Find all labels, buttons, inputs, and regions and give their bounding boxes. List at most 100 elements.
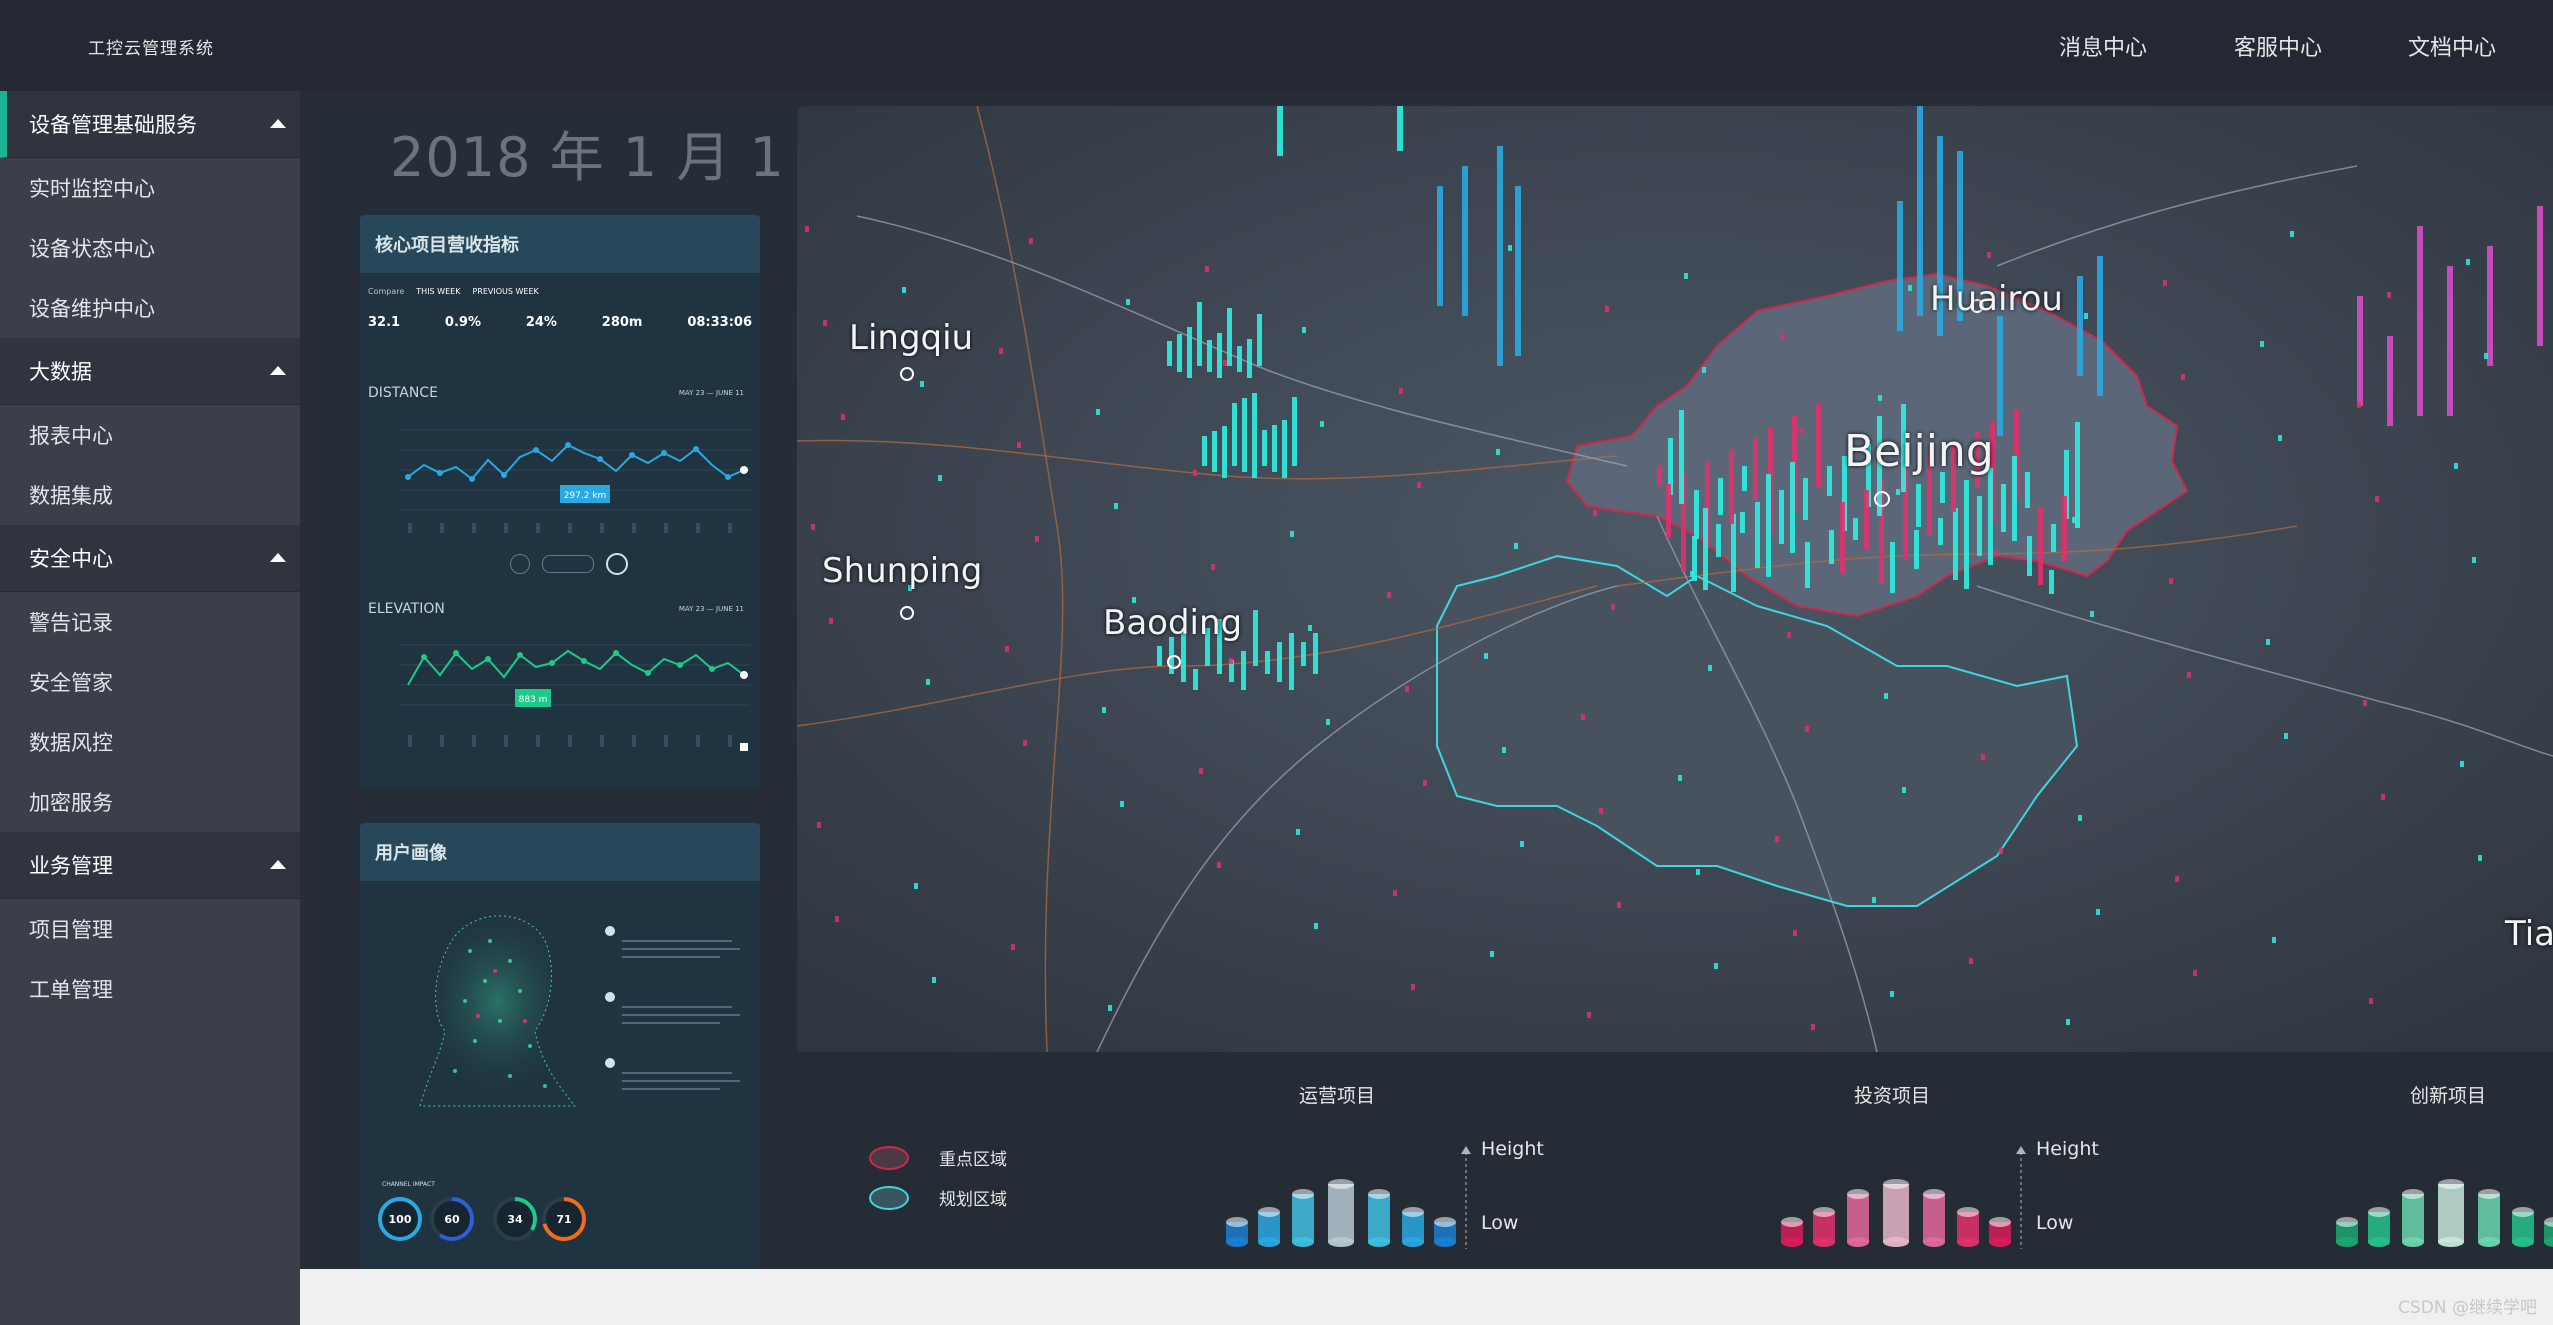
cylinder <box>2402 1189 2424 1247</box>
sidebar-group-device-basic[interactable]: 设备管理基础服务 <box>0 91 300 158</box>
sidebar-group-security[interactable]: 安全中心 <box>0 525 300 592</box>
map-canvas[interactable] <box>797 106 2553 1052</box>
map-dot <box>1296 829 1300 835</box>
city-label-shunping: Shunping <box>822 551 983 591</box>
metric-value: 08:33:06 <box>687 315 752 330</box>
map-bar <box>1790 462 1795 553</box>
watermark: CSDN @继续学吧 <box>2398 1298 2537 1318</box>
caret-up-icon[interactable] <box>270 553 286 562</box>
map-bar <box>1257 314 1262 366</box>
nav-docs-center[interactable]: 文档中心 <box>2408 36 2497 61</box>
revenue-panel: 核心项目营收指标 Compare THIS WEEK PREVIOUS WEEK… <box>360 215 760 789</box>
sidebar-group-bigdata[interactable]: 大数据 <box>0 338 300 405</box>
map-dot <box>1126 299 1130 305</box>
prev-icon[interactable] <box>510 554 530 574</box>
sidebar-item-project-management[interactable]: 项目管理 <box>0 899 300 959</box>
sidebar-item-realtime-monitor[interactable]: 实时监控中心 <box>0 158 300 218</box>
height-label: Height <box>2036 1138 2099 1160</box>
nav-message-center[interactable]: 消息中心 <box>2059 36 2148 61</box>
map-bar <box>1462 166 1468 316</box>
map-bar <box>1277 106 1283 156</box>
sidebar-item-device-maintenance[interactable]: 设备维护中心 <box>0 278 300 338</box>
map-dot <box>1793 930 1797 936</box>
map-bar <box>2025 472 2030 508</box>
caret-up-icon[interactable] <box>270 366 286 375</box>
map-bar <box>1901 404 1906 492</box>
distance-range[interactable]: MAY 23 — JUNE 11 <box>678 389 744 397</box>
sidebar-item-data-integration[interactable]: 数据集成 <box>0 465 300 525</box>
map-bar <box>1766 474 1771 577</box>
map-bar <box>2014 410 2019 499</box>
compare-previous-week[interactable]: PREVIOUS WEEK <box>472 287 539 296</box>
map-dot <box>1399 388 1403 394</box>
cylinder <box>1292 1189 1314 1247</box>
map-bar <box>1988 468 1993 565</box>
sidebar-group-label: 设备管理基础服务 <box>29 113 197 137</box>
map-bar <box>2001 484 2006 532</box>
map-dot <box>1781 334 1785 340</box>
map-bar <box>2038 508 2043 585</box>
channel-impact-label: CHANNEL IMPACT <box>382 1181 435 1188</box>
cylinder-group-innovation <box>2336 1179 2553 1247</box>
map-bar <box>1207 340 1212 372</box>
map-dot <box>2472 557 2476 563</box>
elevation-badge: 883 m <box>519 695 548 705</box>
map-dot <box>1035 536 1039 542</box>
sidebar: 设备管理基础服务 实时监控中心 设备状态中心 设备维护中心 大数据 报表中心 数… <box>0 91 300 1325</box>
sidebar-item-device-status[interactable]: 设备状态中心 <box>0 218 300 278</box>
map-dot <box>999 348 1003 354</box>
map-dot <box>2260 341 2264 347</box>
map-dot <box>914 883 918 889</box>
map-dot <box>1108 1005 1112 1011</box>
map-bar <box>1938 518 1943 545</box>
map-dot <box>1211 564 1215 570</box>
map-dot <box>1417 482 1421 488</box>
map-bar <box>1916 484 1921 527</box>
map-dot <box>1593 510 1597 516</box>
cyan-ring-icon <box>869 1185 909 1210</box>
map-dot <box>1981 754 1985 760</box>
map-dot <box>1987 252 1991 258</box>
sidebar-item-security-keeper[interactable]: 安全管家 <box>0 652 300 712</box>
map-bar <box>1157 646 1162 666</box>
pager-pill[interactable] <box>542 555 594 573</box>
map-bar <box>1997 316 2003 436</box>
panel-title: 用户画像 <box>360 823 760 881</box>
compare-this-week[interactable]: THIS WEEK <box>416 287 461 296</box>
map-bar <box>1897 201 1903 331</box>
caret-up-icon[interactable] <box>270 119 286 128</box>
cylinder <box>1781 1217 1803 1247</box>
map-bar <box>1937 136 1943 336</box>
sidebar-item-alert-log[interactable]: 警告记录 <box>0 592 300 652</box>
map-bar <box>1753 438 1758 500</box>
caret-up-icon[interactable] <box>270 860 286 869</box>
map-dot <box>908 585 912 591</box>
gauge: 60 <box>430 1197 474 1241</box>
map-bar <box>1657 466 1662 486</box>
sidebar-item-data-risk[interactable]: 数据风控 <box>0 712 300 772</box>
map-dot <box>1708 665 1712 671</box>
map-dot <box>1775 836 1779 842</box>
nav-customer-service[interactable]: 客服中心 <box>2234 36 2323 61</box>
map-bar <box>1842 456 1847 531</box>
map-view[interactable]: Lingqiu Huairou Beijing Shunping Baoding… <box>797 106 2553 1052</box>
next-icon[interactable] <box>606 553 628 575</box>
map-dot <box>1302 327 1306 333</box>
map-bar <box>1242 398 1247 472</box>
map-bar <box>1779 490 1784 544</box>
map-dot <box>2163 280 2167 286</box>
map-bar <box>1313 633 1318 674</box>
map-bar <box>1853 518 1858 540</box>
sidebar-group-business[interactable]: 业务管理 <box>0 832 300 899</box>
gauge-value: 100 <box>389 1213 412 1226</box>
map-dot <box>841 414 845 420</box>
elevation-range[interactable]: MAY 23 — JUNE 11 <box>678 605 744 613</box>
map-bar <box>1879 480 1884 584</box>
map-dot <box>2187 672 2191 678</box>
distance-label: DISTANCE <box>368 385 438 401</box>
sidebar-item-ticket-management[interactable]: 工单管理 <box>0 959 300 1019</box>
sidebar-item-encryption[interactable]: 加密服务 <box>0 772 300 832</box>
map-bar <box>1437 186 1443 306</box>
sidebar-item-report-center[interactable]: 报表中心 <box>0 405 300 465</box>
map-dot <box>1684 273 1688 279</box>
